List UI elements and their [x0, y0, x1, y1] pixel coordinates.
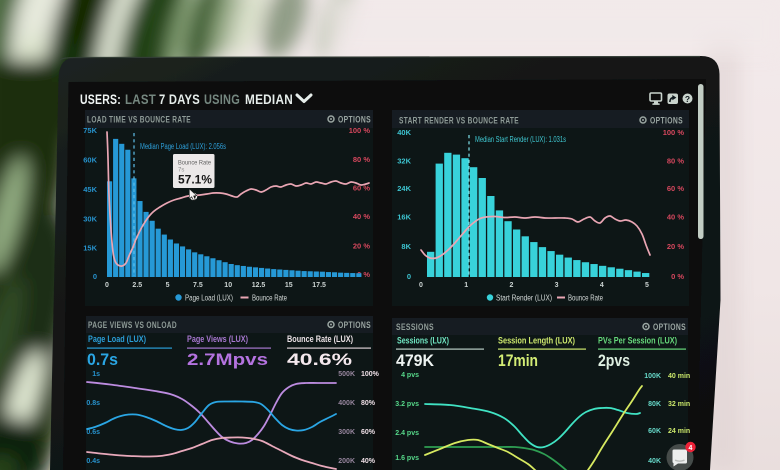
svg-text:0: 0: [93, 272, 97, 281]
svg-text:USERS:: USERS:: [80, 92, 121, 107]
svg-text:Bounce Rate: Bounce Rate: [568, 294, 603, 303]
svg-text:Bounce Rate (LUX): Bounce Rate (LUX): [287, 334, 353, 345]
svg-text:3: 3: [555, 282, 559, 289]
svg-text:0.6s: 0.6s: [86, 429, 100, 436]
svg-text:2.5: 2.5: [132, 282, 142, 289]
svg-text:OPTIONS: OPTIONS: [650, 116, 683, 127]
svg-text:Sessions (LUX): Sessions (LUX): [397, 336, 449, 347]
svg-text:1.6 pvs: 1.6 pvs: [395, 455, 419, 462]
svg-text:15K: 15K: [83, 244, 97, 253]
svg-text:100 %: 100 %: [349, 126, 371, 135]
svg-text:8K: 8K: [401, 242, 411, 251]
svg-text:80%: 80%: [361, 400, 376, 407]
svg-text:4: 4: [689, 445, 693, 452]
svg-text:0.7s: 0.7s: [87, 350, 118, 369]
svg-text:100K: 100K: [644, 373, 661, 380]
svg-text:0: 0: [419, 282, 423, 289]
svg-text:20 %: 20 %: [667, 242, 684, 251]
svg-text:OPTIONS: OPTIONS: [653, 322, 686, 333]
svg-text:OPTIONS: OPTIONS: [338, 115, 371, 126]
svg-text:24 min: 24 min: [668, 428, 690, 435]
svg-text:5: 5: [645, 282, 649, 289]
svg-text:0: 0: [407, 272, 411, 281]
svg-text:80 %: 80 %: [667, 157, 684, 166]
svg-text:75K: 75K: [83, 126, 97, 135]
svg-text:40 %: 40 %: [353, 212, 370, 221]
svg-text:40%: 40%: [361, 458, 376, 465]
svg-text:24K: 24K: [397, 184, 411, 193]
svg-text:0: 0: [105, 282, 109, 289]
svg-text:80K: 80K: [648, 401, 661, 408]
svg-text:Session Length (LUX): Session Length (LUX): [498, 336, 575, 347]
svg-text:12.5: 12.5: [252, 282, 266, 289]
svg-text:60 %: 60 %: [353, 184, 370, 193]
svg-text:0 %: 0 %: [671, 272, 684, 281]
svg-text:60K: 60K: [83, 156, 97, 165]
svg-text:100%: 100%: [361, 371, 380, 378]
svg-text:START RENDER VS BOUNCE RATE: START RENDER VS BOUNCE RATE: [399, 116, 519, 127]
svg-text:100 %: 100 %: [663, 128, 685, 137]
svg-text:2pvs: 2pvs: [598, 351, 630, 370]
svg-text:3.2 pvs: 3.2 pvs: [395, 401, 419, 408]
svg-text:2.4 pvs: 2.4 pvs: [395, 430, 419, 437]
svg-text:OPTIONS: OPTIONS: [338, 320, 371, 331]
svg-text:16K: 16K: [397, 213, 411, 222]
svg-text:4 pvs: 4 pvs: [401, 372, 419, 379]
svg-text:Page Load (LUX): Page Load (LUX): [88, 334, 146, 345]
svg-text:5: 5: [166, 282, 170, 289]
svg-text:Page Load (LUX): Page Load (LUX): [185, 294, 233, 303]
svg-text:2: 2: [509, 282, 513, 289]
svg-text:40K: 40K: [648, 458, 661, 465]
svg-text:Median Start Render (LUX): 1.0: Median Start Render (LUX): 1.031s: [475, 135, 566, 144]
svg-text:MEDIAN: MEDIAN: [245, 92, 293, 107]
svg-text:PVs Per Session (LUX): PVs Per Session (LUX): [598, 336, 677, 347]
svg-text:17.5: 17.5: [312, 282, 326, 289]
svg-text:Bounce Rate: Bounce Rate: [252, 294, 287, 303]
svg-text:LOAD TIME VS BOUNCE RATE: LOAD TIME VS BOUNCE RATE: [87, 115, 191, 126]
svg-text:40K: 40K: [397, 128, 411, 137]
svg-text:32K: 32K: [397, 157, 411, 166]
svg-text:PAGE VIEWS VS ONLOAD: PAGE VIEWS VS ONLOAD: [88, 320, 177, 331]
svg-text:20 %: 20 %: [353, 242, 370, 251]
svg-text:17min: 17min: [498, 351, 538, 370]
svg-text:60 %: 60 %: [667, 184, 684, 193]
svg-text:32 min: 32 min: [668, 401, 690, 408]
svg-text:45K: 45K: [83, 185, 97, 194]
svg-text:10: 10: [224, 282, 232, 289]
svg-text:479K: 479K: [396, 351, 435, 370]
svg-text:Bounce Rate: Bounce Rate: [178, 160, 211, 167]
svg-text:USING: USING: [204, 92, 240, 107]
svg-text:Page Views (LUX): Page Views (LUX): [187, 334, 248, 345]
svg-text:300K: 300K: [338, 429, 355, 436]
svg-text:40 %: 40 %: [667, 213, 684, 222]
svg-text:Median Page Load (LUX): 2.056s: Median Page Load (LUX): 2.056s: [140, 142, 226, 151]
svg-text:1s: 1s: [92, 371, 100, 378]
svg-text:LAST: LAST: [125, 92, 156, 107]
svg-text:1: 1: [464, 282, 468, 289]
svg-text:?: ?: [685, 94, 690, 104]
svg-text:40 min: 40 min: [668, 373, 690, 380]
svg-text:7.5: 7.5: [193, 282, 203, 289]
svg-text:30K: 30K: [83, 215, 97, 224]
svg-text:15: 15: [285, 282, 293, 289]
svg-text:2.7Mpvs: 2.7Mpvs: [187, 350, 268, 369]
svg-text:7s: 7s: [178, 168, 184, 174]
svg-text:60K: 60K: [648, 428, 661, 435]
svg-text:0.8s: 0.8s: [86, 400, 100, 407]
svg-text:0 %: 0 %: [357, 270, 370, 279]
svg-text:500K: 500K: [338, 371, 355, 378]
svg-text:60%: 60%: [361, 429, 376, 436]
svg-text:7 DAYS: 7 DAYS: [159, 92, 200, 107]
svg-text:200K: 200K: [338, 458, 355, 465]
svg-text:0.4s: 0.4s: [86, 458, 100, 465]
svg-text:80 %: 80 %: [353, 155, 370, 164]
svg-text:57.1%: 57.1%: [178, 173, 212, 187]
svg-text:SESSIONS: SESSIONS: [396, 322, 434, 333]
svg-text:40.6%: 40.6%: [287, 350, 352, 369]
svg-text:Start Render (LUX): Start Render (LUX): [496, 294, 552, 303]
svg-text:4: 4: [600, 282, 604, 289]
svg-text:400K: 400K: [338, 400, 355, 407]
